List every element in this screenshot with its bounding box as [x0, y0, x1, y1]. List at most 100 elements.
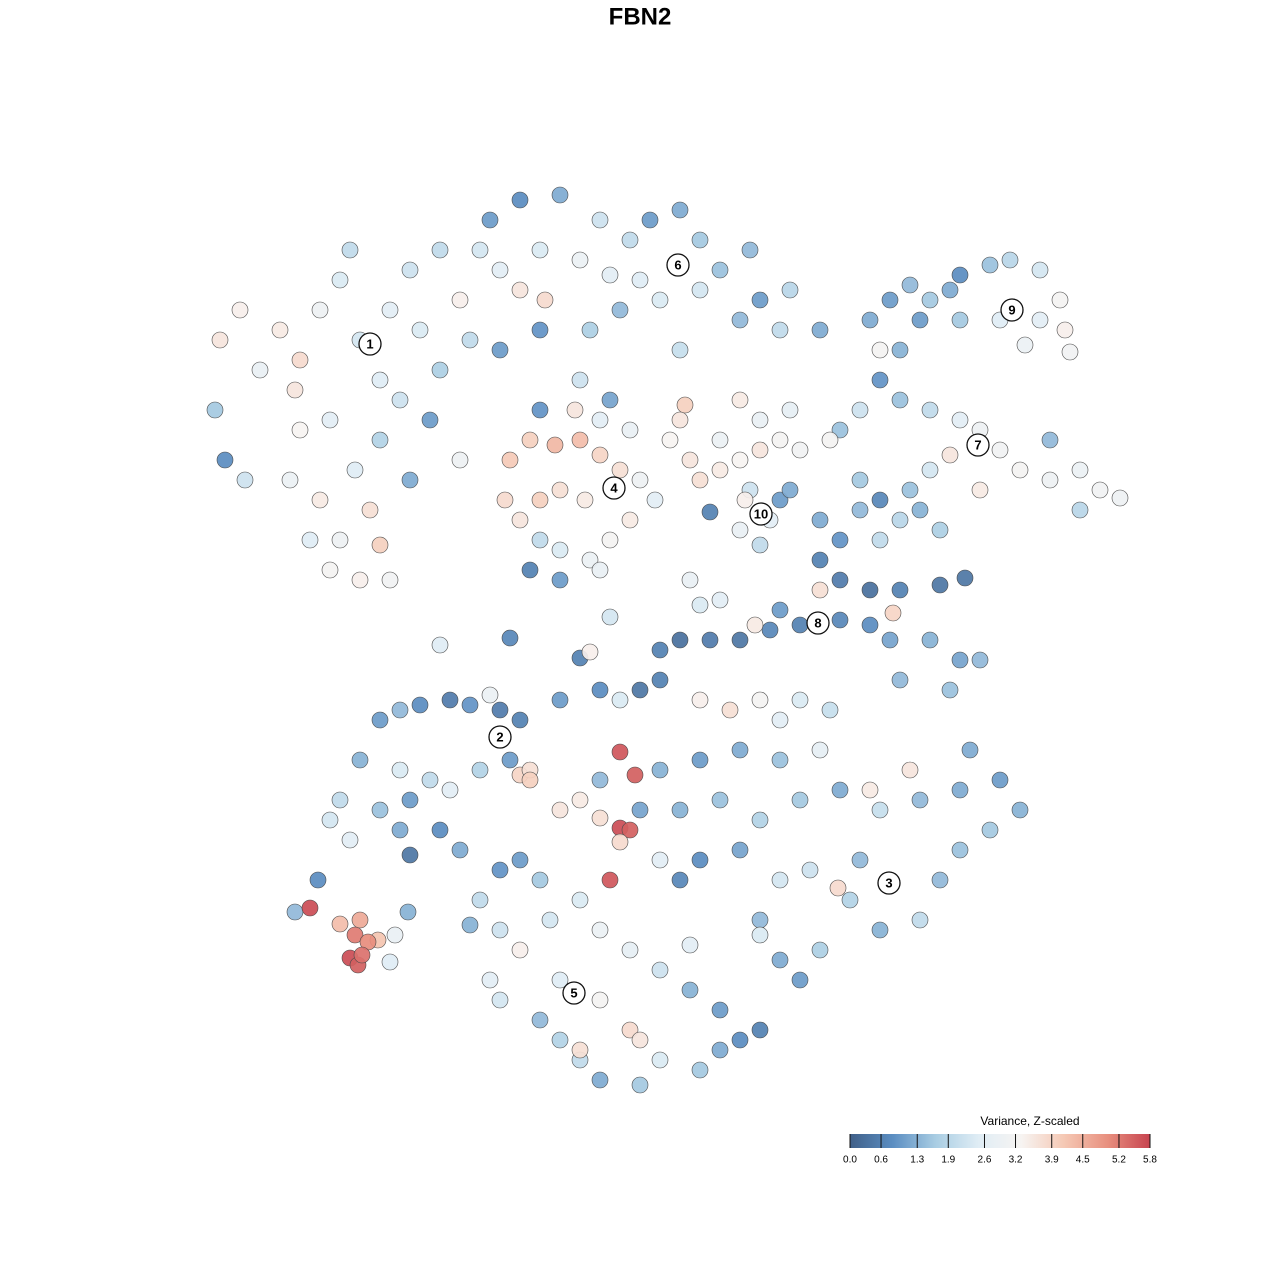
point — [591, 446, 609, 464]
point — [771, 711, 789, 729]
point — [601, 266, 619, 284]
point — [691, 281, 709, 299]
point — [771, 871, 789, 889]
point — [371, 711, 389, 729]
point — [511, 941, 529, 959]
point — [971, 481, 989, 499]
point — [551, 801, 569, 819]
point — [321, 811, 339, 829]
point — [546, 436, 564, 454]
point — [1061, 343, 1079, 361]
point — [841, 891, 859, 909]
point — [401, 471, 419, 489]
point — [651, 641, 669, 659]
cluster-label: 2 — [496, 729, 503, 744]
point — [531, 1011, 549, 1029]
point — [451, 841, 469, 859]
point — [399, 903, 417, 921]
point — [391, 701, 409, 719]
point — [811, 511, 829, 529]
point — [711, 261, 729, 279]
point — [671, 201, 689, 219]
point — [951, 781, 969, 799]
point — [991, 441, 1009, 459]
point — [581, 643, 599, 661]
point — [571, 251, 589, 269]
point — [711, 461, 729, 479]
point — [671, 411, 689, 429]
point — [746, 616, 764, 634]
point — [1071, 501, 1089, 519]
point — [321, 411, 339, 429]
colorbar-tick-label: 0.6 — [874, 1155, 888, 1166]
cluster-label: 8 — [814, 615, 821, 630]
point — [346, 926, 364, 944]
point — [911, 911, 929, 929]
point — [531, 531, 549, 549]
point — [791, 441, 809, 459]
point — [941, 681, 959, 699]
point — [291, 421, 309, 439]
point — [601, 391, 619, 409]
point — [711, 1041, 729, 1059]
point — [231, 301, 249, 319]
point — [951, 411, 969, 429]
point — [541, 911, 559, 929]
point — [731, 451, 749, 469]
point — [951, 841, 969, 859]
cluster-label: 9 — [1008, 302, 1015, 317]
point — [751, 1021, 769, 1039]
point — [471, 761, 489, 779]
cluster-label: 6 — [674, 257, 681, 272]
point — [921, 631, 939, 649]
point — [551, 481, 569, 499]
point — [941, 281, 959, 299]
point — [531, 401, 549, 419]
cluster-labels: 1 2 3 4 5 6 7 8 9 10 — [358, 253, 1024, 1005]
colorbar-tick-label: 3.2 — [1009, 1155, 1023, 1166]
point — [566, 401, 584, 419]
point — [631, 681, 649, 699]
point — [491, 261, 509, 279]
point — [911, 791, 929, 809]
colorbar-tick-label: 5.8 — [1143, 1155, 1157, 1166]
colorbar-tick-label: 3.9 — [1045, 1155, 1059, 1166]
point — [531, 871, 549, 889]
point — [631, 271, 649, 289]
point — [501, 629, 519, 647]
point — [831, 571, 849, 589]
point — [871, 921, 889, 939]
point — [501, 451, 519, 469]
point — [301, 531, 319, 549]
colorbar: Variance, Z-scaled 0.0 0.6 1.3 1.9 2.6 3.2 3.9 4… — [843, 1114, 1157, 1165]
point — [461, 331, 479, 349]
colorbar-bar — [850, 1134, 1150, 1148]
point — [1031, 311, 1049, 329]
point — [431, 241, 449, 259]
point — [671, 801, 689, 819]
point — [421, 411, 439, 429]
point — [861, 616, 879, 634]
point — [551, 186, 569, 204]
point — [621, 1021, 639, 1039]
point — [811, 941, 829, 959]
cluster-marker — [806, 611, 830, 635]
point — [531, 491, 549, 509]
point — [731, 631, 749, 649]
point — [711, 591, 729, 609]
point — [626, 766, 644, 784]
point — [491, 921, 509, 939]
point — [911, 501, 929, 519]
point — [711, 431, 729, 449]
point — [981, 821, 999, 839]
point — [671, 871, 689, 889]
point — [871, 531, 889, 549]
point — [831, 781, 849, 799]
point — [651, 1051, 669, 1069]
point — [331, 531, 349, 549]
point — [861, 781, 879, 799]
point — [491, 341, 509, 359]
colorbar-tick-label: 4.5 — [1076, 1155, 1090, 1166]
point — [821, 431, 839, 449]
cluster-marker — [602, 476, 626, 500]
